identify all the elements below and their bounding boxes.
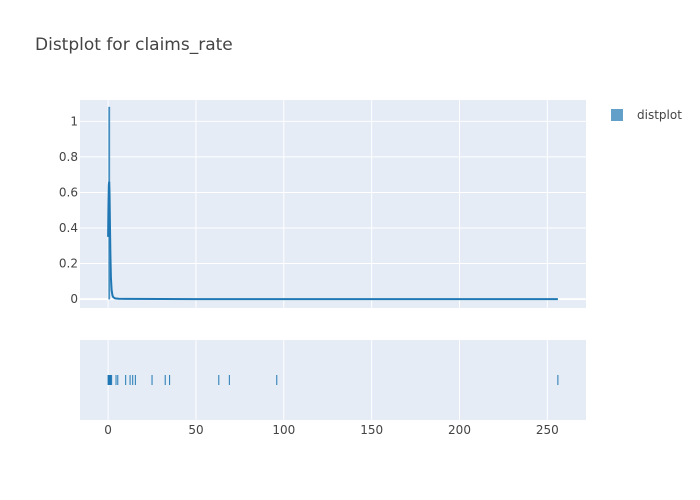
x-tick-label: 200 [448, 423, 471, 437]
kde-curve [107, 181, 558, 301]
legend[interactable]: distplot [611, 108, 682, 122]
legend-entry-distplot[interactable]: distplot [637, 108, 682, 122]
y-tick-label: 0.6 [59, 185, 78, 199]
x-tick-label: 50 [188, 423, 203, 437]
x-tick-label: 150 [360, 423, 383, 437]
y-tick-label: 0 [70, 292, 78, 306]
y-tick-label: 0.2 [59, 257, 78, 271]
rug-plot-background [80, 340, 586, 420]
x-tick-label: 0 [104, 423, 112, 437]
y-tick-label: 1 [70, 114, 78, 128]
main-plot-background [80, 100, 586, 308]
main-plot-area: 0 0.2 0.4 0.6 0.8 1 [59, 100, 586, 308]
y-tick-label: 0.4 [59, 221, 78, 235]
x-axis-ticks: 0 50 100 150 200 250 [104, 423, 559, 437]
legend-swatch-distplot[interactable] [611, 109, 623, 121]
y-tick-label: 0.8 [59, 150, 78, 164]
x-tick-label: 250 [536, 423, 559, 437]
rug-plot-area [80, 340, 586, 420]
x-tick-label: 100 [272, 423, 295, 437]
chart-title: Distplot for claims_rate [35, 35, 233, 55]
